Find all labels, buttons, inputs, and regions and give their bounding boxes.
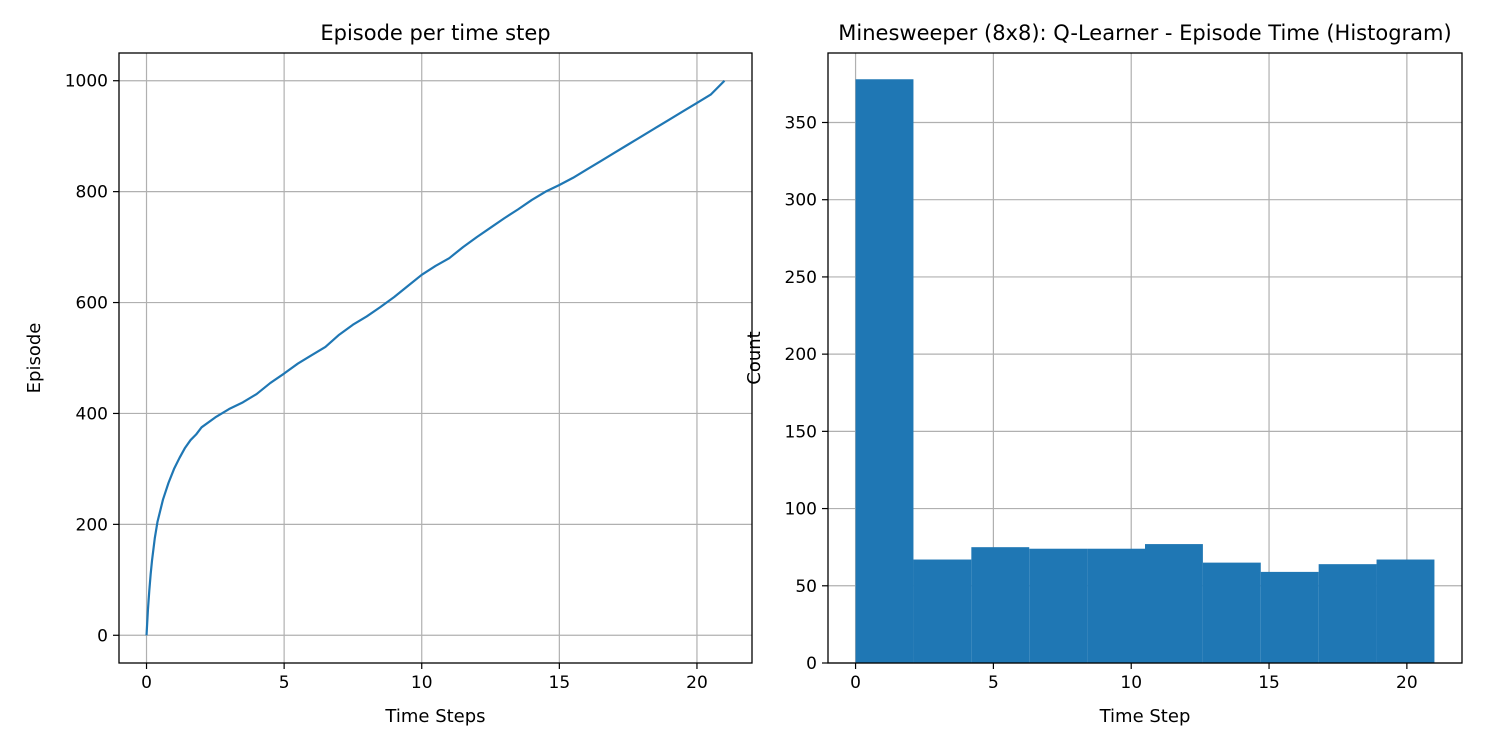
chart-title: Episode per time step — [320, 21, 550, 45]
y-tick-label: 200 — [785, 345, 817, 365]
histogram-bar — [913, 559, 972, 663]
axes-frame — [827, 52, 1463, 664]
y-tick-label: 800 — [76, 183, 108, 203]
right-chart-episode-time-histogram: 0 5 10 15 20050100150200250300350Minesweeper… — [744, 21, 1463, 727]
histogram-bar — [1087, 548, 1145, 663]
y-tick-label: 0 — [97, 626, 108, 646]
series-line — [145, 79, 726, 636]
x-tick-label: 5 — [988, 673, 999, 693]
y-tick-label: 400 — [76, 404, 108, 424]
y-tick-label: 200 — [76, 515, 108, 535]
y-tick-label: 150 — [785, 422, 817, 442]
y-tick-label: 600 — [76, 294, 108, 314]
x-tick-label: 20 — [1396, 673, 1418, 693]
histogram-bar — [971, 547, 1030, 663]
y-tick-label: 50 — [795, 577, 817, 597]
y-tick-label: 350 — [785, 113, 817, 133]
x-tick-label: 20 — [686, 673, 708, 693]
y-axis-label: Episode — [24, 323, 45, 394]
x-tick-label: 15 — [1258, 673, 1280, 693]
x-axis-label: Time Step — [1099, 706, 1191, 727]
x-tick-label: 10 — [411, 673, 433, 693]
y-tick-label: 300 — [785, 191, 817, 211]
x-tick-label: 0 — [850, 673, 861, 693]
histogram-bar — [855, 79, 914, 663]
y-tick-label: 1000 — [65, 72, 108, 92]
histogram-bar — [1376, 559, 1435, 663]
histogram-bar — [1029, 548, 1088, 663]
x-tick-label: 15 — [549, 673, 571, 693]
histogram-bar — [1145, 544, 1203, 663]
x-tick-label: 5 — [279, 673, 290, 693]
x-tick-label: 0 — [141, 673, 152, 693]
y-tick-label: 250 — [785, 268, 817, 288]
chart-title: Minesweeper (8x8): Q-Learner - Episode T… — [838, 21, 1451, 45]
y-axis-label: Count — [744, 331, 765, 384]
x-axis-label: Time Steps — [384, 706, 485, 727]
y-tick-label: 100 — [785, 500, 817, 520]
x-tick-label: 10 — [1120, 673, 1142, 693]
histogram-bar — [1202, 562, 1261, 663]
histogram-bar — [1318, 564, 1377, 663]
histogram-bar — [1260, 571, 1319, 663]
axes-frame — [118, 52, 753, 664]
y-tick-label: 0 — [806, 654, 817, 674]
